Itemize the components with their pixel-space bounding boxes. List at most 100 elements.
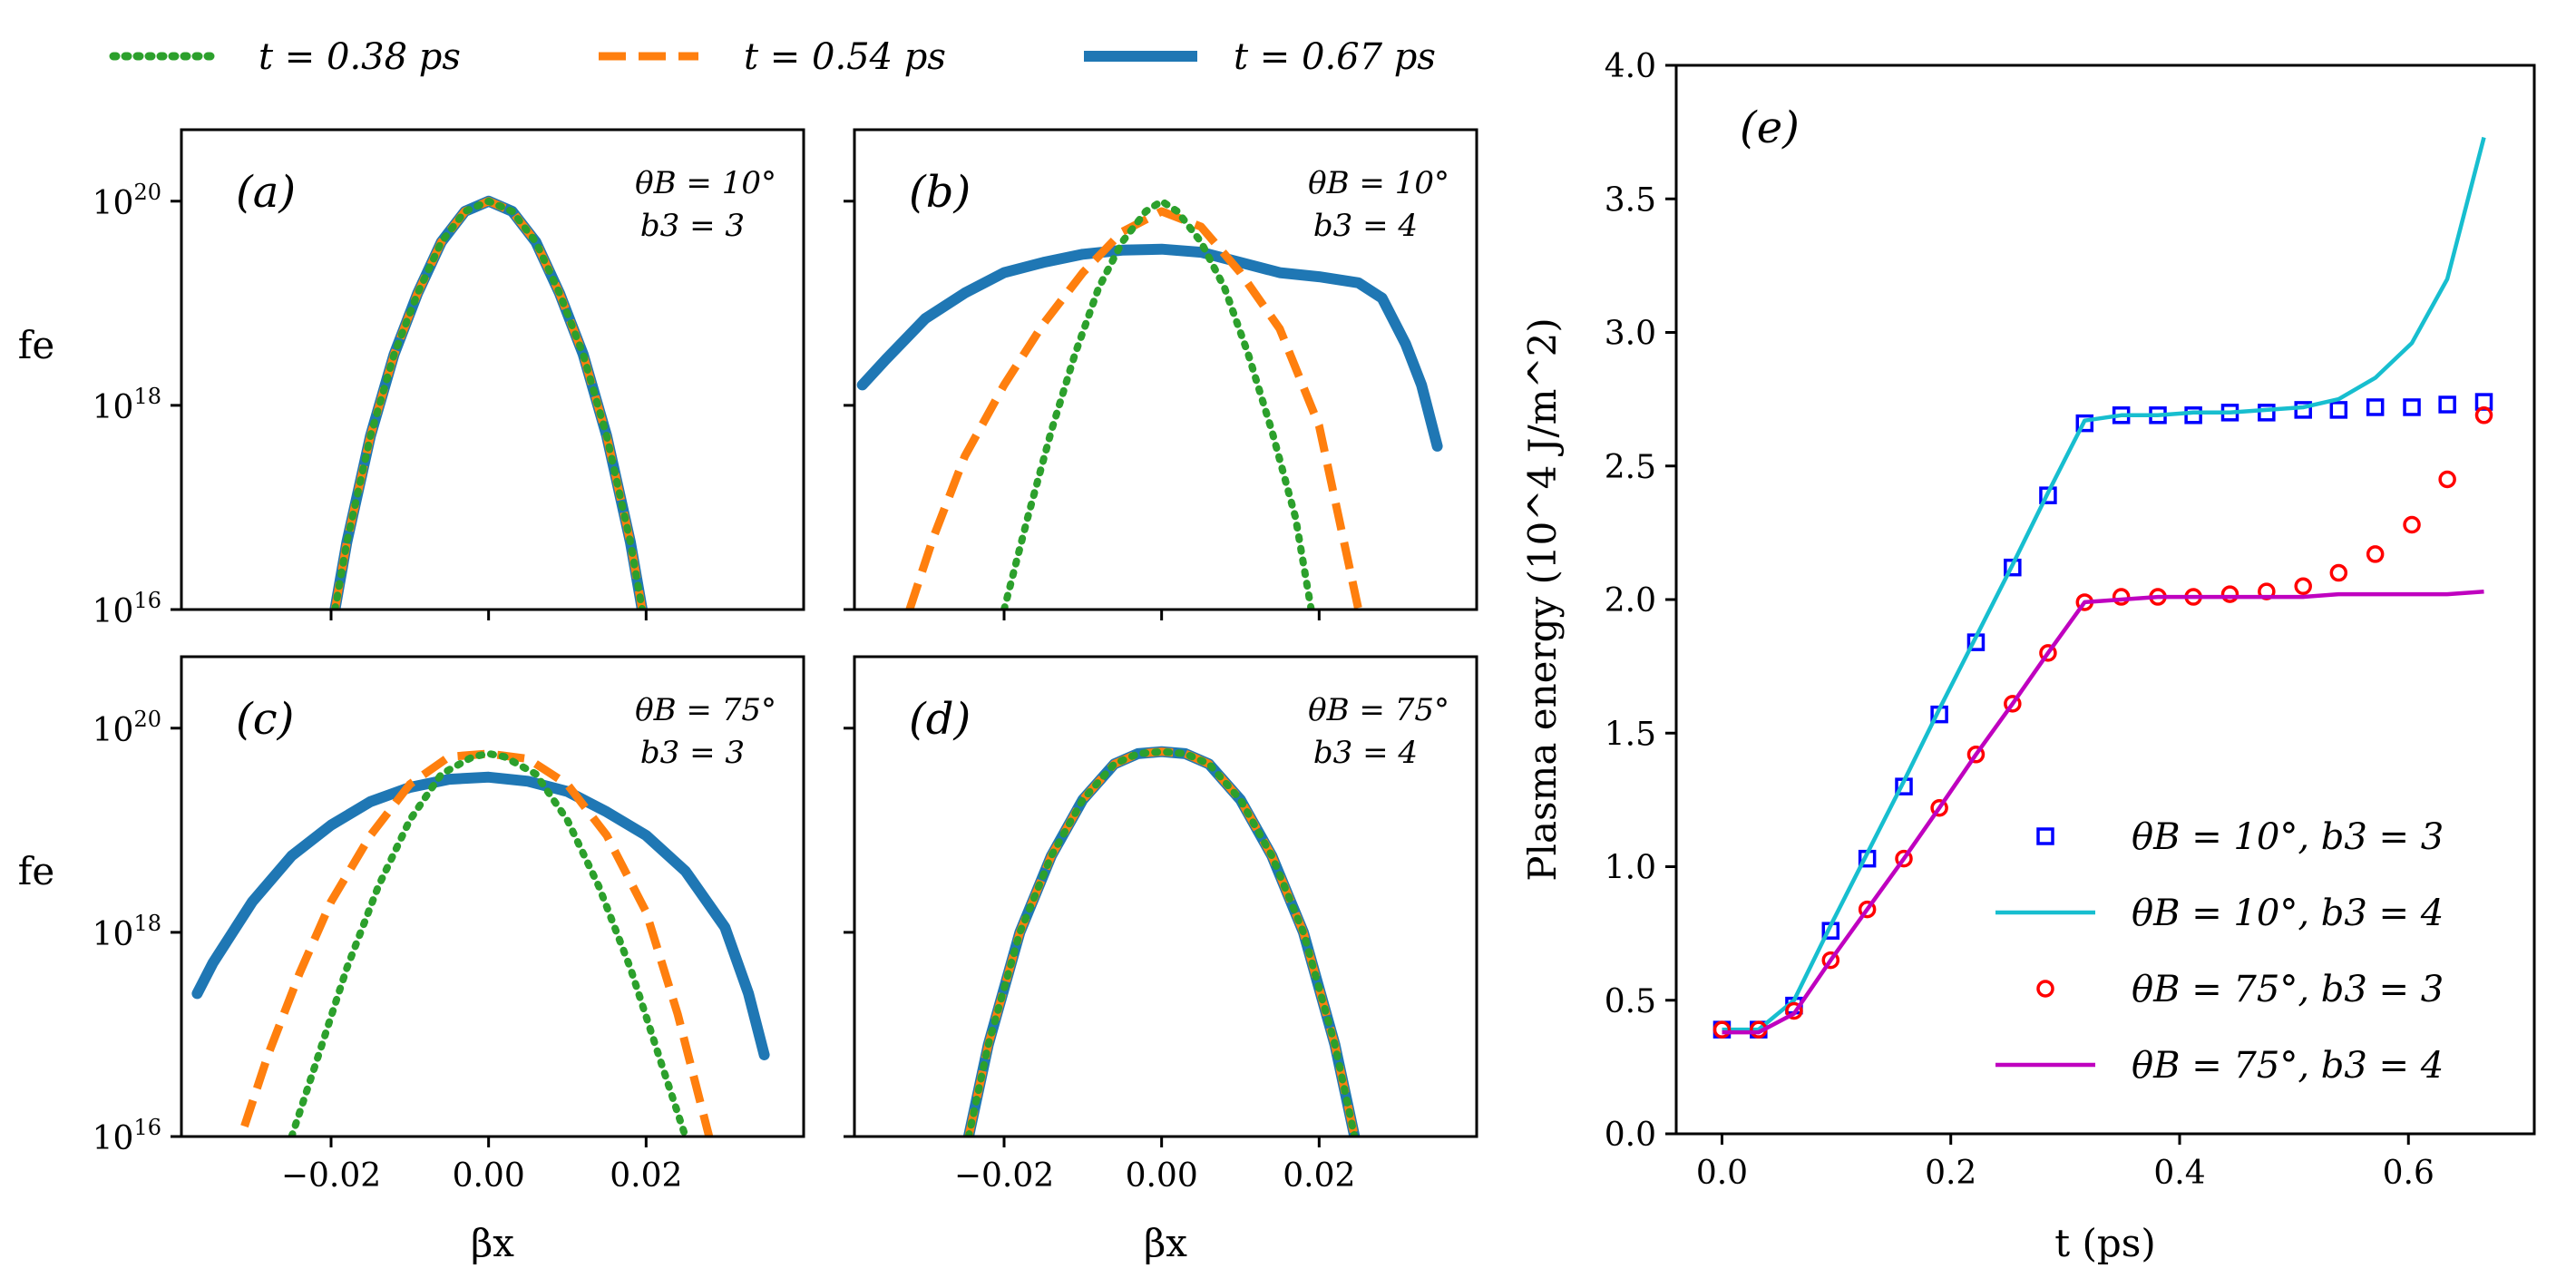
energy-y-tick-label: 4.0 bbox=[1605, 48, 1656, 85]
energy-marker-square bbox=[2075, 414, 2094, 433]
energy-panel-tag: (e) bbox=[1740, 102, 1800, 153]
energy-marker-square bbox=[2039, 486, 2057, 504]
legend-label-t038: t = 0.38 ps bbox=[259, 36, 461, 78]
panel-tag: (a) bbox=[236, 167, 296, 218]
energy-legend-label: θB = 75°, b3 = 3 bbox=[2132, 969, 2444, 1010]
legend-item-t038: t = 0.38 ps bbox=[109, 36, 461, 78]
energy-panel: 0.0 0.2 0.4 0.6 0.0 0.5 1.0 1.5 2.0 2.5 3.0 3.5 4.0 (… bbox=[1520, 48, 2536, 1265]
tick-exponent: 16 bbox=[133, 1115, 161, 1140]
y-tick-label: 1018 bbox=[93, 384, 161, 426]
y-tick-label: 1016 bbox=[93, 1115, 161, 1157]
top-legend: t = 0.38 ps t = 0.54 ps t = 0.67 ps bbox=[109, 36, 1436, 78]
energy-legend-item: θB = 10°, b3 = 4 bbox=[1995, 893, 2444, 934]
panel-b3-annotation: b3 = 3 bbox=[640, 735, 745, 771]
energy-line bbox=[1722, 589, 2484, 1035]
energy-y-tick-label: 3.0 bbox=[1605, 316, 1656, 353]
energy-marker-circle bbox=[2366, 545, 2385, 563]
tick-base: 10 bbox=[93, 916, 134, 953]
energy-marker-circle bbox=[2403, 515, 2421, 534]
tick-base: 10 bbox=[93, 389, 134, 426]
energy-y-tick-label: 3.5 bbox=[1605, 181, 1656, 219]
x-tick-label: −0.02 bbox=[281, 1157, 381, 1195]
tick-exponent: 18 bbox=[133, 911, 161, 936]
energy-legend-label: θB = 75°, b3 = 4 bbox=[2132, 1045, 2444, 1087]
series-line-038 bbox=[964, 747, 1359, 1137]
energy-marker-circle bbox=[2474, 406, 2493, 424]
tick-exponent: 20 bbox=[133, 707, 161, 732]
energy-marker-circle bbox=[2438, 470, 2456, 489]
energy-marker-square bbox=[2184, 406, 2202, 424]
energy-marker-square bbox=[2329, 401, 2348, 419]
energy-ylabel: Plasma energy (10^4 J/m^2) bbox=[1520, 317, 1565, 882]
energy-marker-circle bbox=[2039, 644, 2057, 662]
energy-marker-square bbox=[2366, 398, 2385, 416]
series-line-067 bbox=[962, 746, 1361, 1137]
energy-legend-item: θB = 75°, b3 = 4 bbox=[1995, 1045, 2444, 1087]
xlabel-beta-right: βx bbox=[1144, 1221, 1187, 1265]
panel-theta-annotation: θB = 75° bbox=[635, 692, 776, 728]
panel-theta-annotation: θB = 75° bbox=[1308, 692, 1449, 728]
panel-tag: (d) bbox=[909, 694, 971, 745]
y-tick-label: 1016 bbox=[93, 588, 161, 630]
y-tick-label: 1020 bbox=[93, 180, 161, 222]
series-line-067 bbox=[856, 243, 1443, 452]
y-tick-label: 1020 bbox=[93, 707, 161, 749]
series-line-038 bbox=[1000, 197, 1315, 610]
energy-marker-square bbox=[2438, 395, 2456, 414]
panel-tag: (c) bbox=[236, 694, 294, 745]
series-line-054 bbox=[964, 747, 1359, 1137]
energy-y-tick-label: 1.0 bbox=[1605, 850, 1656, 887]
panel-frame bbox=[853, 128, 1478, 611]
tick-base: 10 bbox=[93, 593, 134, 630]
energy-legend-square bbox=[2036, 827, 2054, 845]
energy-marker-circle bbox=[1858, 900, 1877, 919]
energy-y-tick-label: 2.5 bbox=[1605, 449, 1656, 486]
x-tick-label: −0.02 bbox=[954, 1157, 1054, 1195]
x-tick-label: 0.00 bbox=[1126, 1157, 1198, 1195]
panel-theta-annotation: θB = 10° bbox=[1308, 165, 1449, 201]
energy-y-tick-label: 2.0 bbox=[1605, 582, 1656, 620]
panel-b3-annotation: b3 = 3 bbox=[640, 208, 745, 244]
energy-x-tick-label: 0.4 bbox=[2153, 1155, 2205, 1192]
energy-series bbox=[1712, 393, 2493, 1039]
panel-b3-annotation: b3 = 4 bbox=[1313, 208, 1418, 244]
panel-theta-annotation: θB = 10° bbox=[635, 165, 776, 201]
energy-line bbox=[1722, 136, 2486, 1032]
energy-y-tick-label: 0.0 bbox=[1605, 1117, 1656, 1154]
tick-exponent: 18 bbox=[133, 384, 161, 409]
tick-base: 10 bbox=[93, 1120, 134, 1157]
y-tick-label: 1018 bbox=[93, 911, 161, 953]
legend-label-t054: t = 0.54 ps bbox=[744, 36, 946, 78]
ylabel-fe-top: fe bbox=[18, 323, 54, 367]
panel-frame bbox=[853, 655, 1478, 1138]
tick-base: 10 bbox=[93, 712, 134, 749]
energy-marker-circle bbox=[2294, 577, 2312, 596]
panel-frame bbox=[180, 655, 805, 1138]
energy-y-tick-label: 0.5 bbox=[1605, 983, 1656, 1020]
panel-b: (b) θB = 10° b3 = 4 bbox=[844, 128, 1478, 620]
series-line-067 bbox=[191, 771, 770, 1060]
energy-legend-item: θB = 75°, b3 = 3 bbox=[2036, 969, 2444, 1010]
tick-exponent: 16 bbox=[133, 588, 161, 613]
legend-label-t067: t = 0.67 ps bbox=[1234, 36, 1436, 78]
series-line-038 bbox=[331, 197, 646, 610]
x-tick-label: 0.02 bbox=[610, 1157, 682, 1195]
energy-legend-circle bbox=[2036, 980, 2054, 998]
panel-d: −0.02 0.00 0.02 (d) θB = 75° b3 = 4 bbox=[844, 655, 1478, 1195]
energy-marker-circle bbox=[1930, 798, 1948, 817]
energy-legend: θB = 10°, b3 = 3 θB = 10°, b3 = 4 θB = 75°… bbox=[1995, 816, 2444, 1087]
energy-marker-circle bbox=[2004, 695, 2022, 713]
panel-frame bbox=[180, 128, 805, 611]
energy-xlabel: t (ps) bbox=[2054, 1221, 2155, 1265]
x-tick-label: 0.02 bbox=[1283, 1157, 1355, 1195]
energy-marker-circle bbox=[2112, 588, 2131, 606]
legend-item-t067: t = 0.67 ps bbox=[1084, 36, 1436, 78]
energy-legend-label: θB = 10°, b3 = 4 bbox=[2132, 893, 2444, 934]
series-line-054 bbox=[905, 207, 1363, 610]
ylabel-fe-bottom: fe bbox=[18, 849, 54, 893]
energy-marker-square bbox=[2294, 401, 2312, 419]
energy-marker-circle bbox=[1821, 951, 1840, 970]
energy-marker-square bbox=[2403, 398, 2421, 416]
